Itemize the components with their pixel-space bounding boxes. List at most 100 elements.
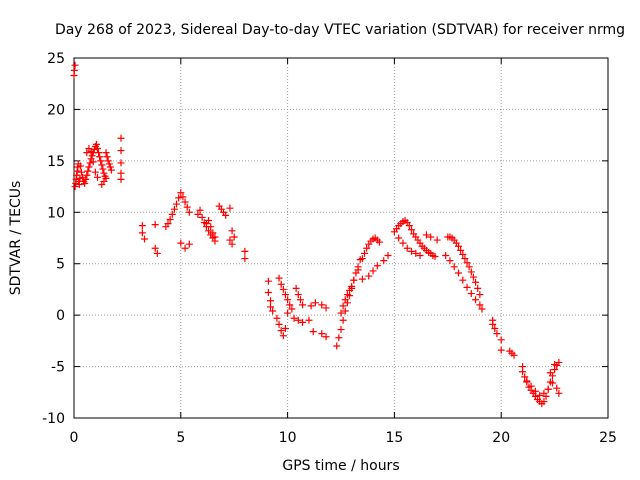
- data-point: [311, 299, 319, 307]
- data-point: [463, 259, 471, 267]
- data-point: [103, 153, 111, 161]
- data-point: [339, 316, 347, 324]
- data-point: [91, 168, 99, 176]
- data-point: [153, 249, 161, 257]
- data-point: [241, 255, 249, 263]
- data-point: [305, 316, 313, 324]
- data-point: [185, 240, 193, 248]
- data-point: [294, 291, 302, 299]
- y-tick-label: 10: [47, 205, 65, 221]
- plot-frame: [73, 57, 609, 419]
- data-point: [465, 263, 473, 271]
- data-point: [107, 166, 115, 174]
- data-point: [168, 210, 176, 218]
- data-point: [540, 389, 548, 397]
- x-tick-label: 5: [176, 430, 185, 446]
- data-point: [399, 239, 407, 247]
- data-point: [173, 200, 181, 208]
- y-tick-label: 5: [56, 257, 65, 273]
- data-point: [536, 391, 544, 399]
- data-point: [183, 203, 191, 211]
- data-point: [346, 286, 354, 294]
- data-point: [93, 173, 101, 181]
- data-point: [95, 149, 103, 157]
- data-point: [226, 236, 234, 244]
- data-point: [267, 303, 275, 311]
- data-point: [405, 222, 413, 230]
- data-point: [446, 257, 454, 265]
- data-point: [544, 385, 552, 393]
- data-point: [546, 369, 554, 377]
- data-point: [85, 163, 93, 171]
- data-point: [88, 152, 96, 160]
- data-point: [521, 373, 529, 381]
- data-point: [73, 167, 81, 175]
- data-point: [83, 149, 91, 157]
- data-point: [555, 389, 563, 397]
- data-point: [510, 351, 518, 359]
- data-point: [279, 332, 287, 340]
- x-tick-label: 20: [492, 430, 510, 446]
- y-tick-label: -5: [51, 360, 65, 376]
- axis-ticks: 0 5 10 15 20 25 -10 -5 0 5 10 15 20 25: [42, 51, 617, 446]
- data-point: [540, 398, 548, 406]
- data-point: [70, 66, 78, 74]
- data-point: [181, 198, 189, 206]
- data-point: [281, 291, 289, 299]
- data-point: [267, 297, 275, 305]
- data-point: [422, 231, 430, 239]
- data-point: [279, 285, 287, 293]
- data-point: [81, 179, 89, 187]
- data-point: [467, 268, 475, 276]
- data-point: [71, 61, 79, 69]
- data-point: [416, 251, 424, 259]
- data-point: [491, 325, 499, 333]
- data-point: [337, 326, 345, 334]
- grid-lines: [74, 58, 608, 418]
- data-point: [93, 145, 101, 153]
- data-point: [358, 275, 366, 283]
- data-point: [86, 159, 94, 167]
- data-point: [476, 301, 484, 309]
- data-point: [299, 318, 307, 326]
- data-point: [281, 325, 289, 333]
- data-point: [207, 223, 215, 231]
- data-point: [117, 175, 125, 183]
- data-point: [299, 301, 307, 309]
- data-point: [117, 147, 125, 155]
- data-point: [181, 244, 189, 252]
- data-point: [138, 222, 146, 230]
- data-point: [358, 255, 366, 263]
- data-point: [98, 181, 106, 189]
- data-point: [519, 368, 527, 376]
- data-point: [350, 276, 358, 284]
- data-point: [497, 346, 505, 354]
- chart-title: Day 268 of 2023, Sidereal Day-to-day VTE…: [55, 22, 625, 38]
- data-point: [548, 379, 556, 387]
- y-tick-label: 0: [56, 308, 65, 324]
- x-axis-label: GPS time / hours: [282, 458, 399, 474]
- data-point: [474, 284, 482, 292]
- data-point: [309, 328, 317, 336]
- x-tick-label: 10: [279, 430, 297, 446]
- data-point: [431, 253, 439, 261]
- data-point: [170, 205, 178, 213]
- data-point: [264, 289, 272, 297]
- data-point: [277, 327, 285, 335]
- data-point: [363, 244, 371, 252]
- data-point: [104, 157, 112, 165]
- y-tick-label: 20: [47, 102, 65, 118]
- data-point: [290, 314, 298, 322]
- data-point: [286, 301, 294, 309]
- data-point: [442, 251, 450, 259]
- data-point: [375, 238, 383, 246]
- data-point: [151, 221, 159, 229]
- data-point: [354, 266, 362, 274]
- data-point: [318, 301, 326, 309]
- data-point: [531, 387, 539, 395]
- data-point: [459, 276, 467, 284]
- data-point: [140, 235, 148, 243]
- data-point: [296, 296, 304, 304]
- data-point: [469, 273, 477, 281]
- data-point: [177, 239, 185, 247]
